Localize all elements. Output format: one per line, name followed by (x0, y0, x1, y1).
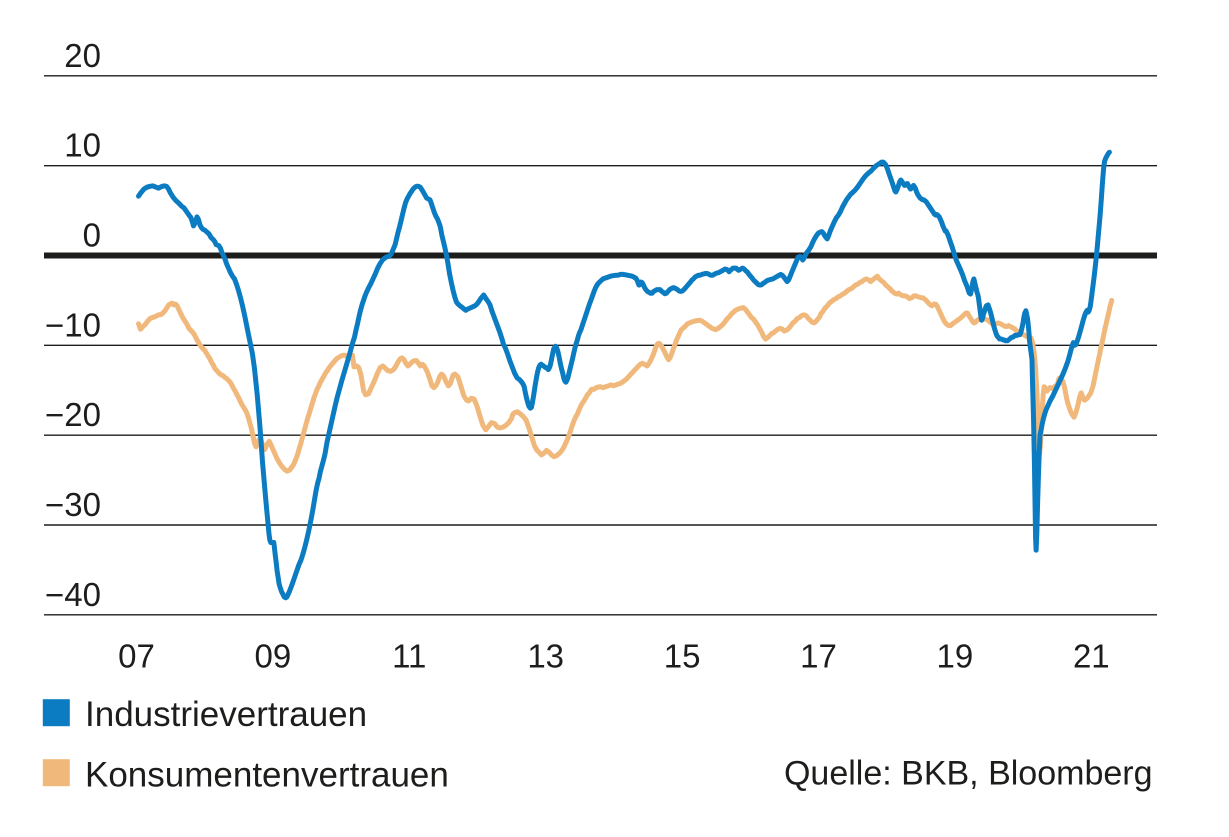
svg-text:19: 19 (937, 638, 974, 675)
svg-text:Konsumentenvertrauen: Konsumentenvertrauen (85, 755, 449, 794)
svg-text:20: 20 (64, 37, 101, 74)
svg-text:−30: −30 (45, 486, 101, 523)
svg-text:09: 09 (255, 638, 292, 675)
svg-text:07: 07 (118, 638, 155, 675)
svg-text:−20: −20 (45, 396, 101, 433)
svg-text:0: 0 (83, 217, 101, 254)
svg-text:15: 15 (664, 638, 701, 675)
svg-text:Industrievertrauen: Industrievertrauen (85, 695, 367, 734)
svg-text:Quelle: BKB, Bloomberg: Quelle: BKB, Bloomberg (784, 754, 1153, 792)
svg-text:−10: −10 (45, 306, 101, 343)
svg-text:10: 10 (64, 127, 101, 164)
svg-text:13: 13 (527, 638, 564, 675)
svg-text:21: 21 (1073, 638, 1110, 675)
svg-text:−40: −40 (45, 576, 101, 613)
svg-text:11: 11 (392, 638, 426, 675)
svg-text:17: 17 (800, 638, 837, 675)
